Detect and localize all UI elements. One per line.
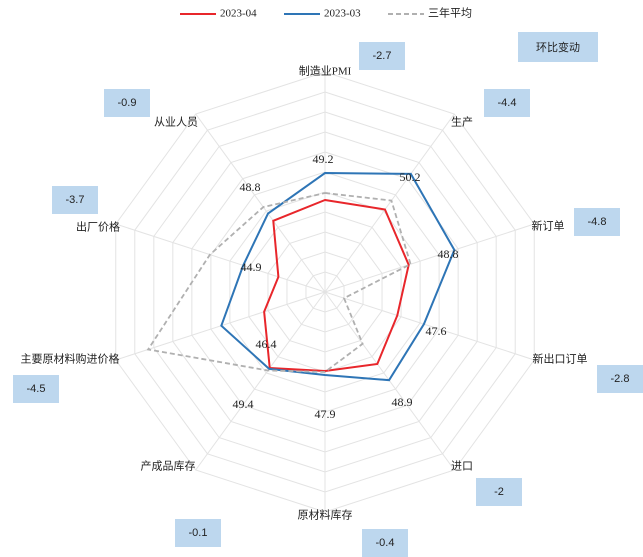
value-label: 48.8 [438,247,459,261]
annotation-title: 环比变动 [518,32,598,62]
spoke [324,291,535,361]
value-label: 46.4 [256,337,277,351]
axis-label: 新订单 [532,219,565,233]
change-box: -2 [476,478,522,506]
value-label: 50.2 [400,170,421,184]
value-label: 47.9 [315,407,336,421]
change-box: -0.4 [362,529,408,557]
value-label: 48.8 [240,180,261,194]
change-box: -4.4 [484,89,530,117]
value-label: 44.9 [241,260,262,274]
axis-label: 产成品库存 [141,459,196,473]
change-box: -0.1 [175,519,221,547]
series-line [146,192,412,373]
series-line [220,171,456,382]
axis-label: 出厂价格 [76,220,120,234]
series-line [263,198,410,373]
axis-label: 新出口订单 [533,352,588,366]
spoke [195,113,326,293]
change-box: -3.7 [52,186,98,214]
spoke [195,291,326,471]
change-box: -2.8 [597,365,643,393]
value-label: 49.4 [233,397,254,411]
change-box: -4.5 [13,375,59,403]
spoke [324,113,455,293]
value-label: 47.6 [426,324,447,338]
axis-label: 生产 [451,115,473,129]
change-box: -0.9 [104,89,150,117]
axis-label: 原材料库存 [298,508,353,522]
axis-label: 进口 [451,460,473,473]
legend-label: 2023-03 [324,8,361,20]
legend-label: 2023-04 [220,8,257,20]
value-label: 48.9 [392,395,413,409]
value-label: 49.2 [313,152,334,166]
axis-label: 制造业PMI [299,64,352,78]
spoke [324,223,535,293]
legend-label: 三年平均 [428,6,472,20]
axis-label: 主要原材料购进价格 [21,352,120,366]
axis-label: 从业人员 [154,116,198,129]
spoke [115,223,326,293]
change-box: -2.7 [359,42,405,70]
change-box: -4.8 [574,208,620,236]
